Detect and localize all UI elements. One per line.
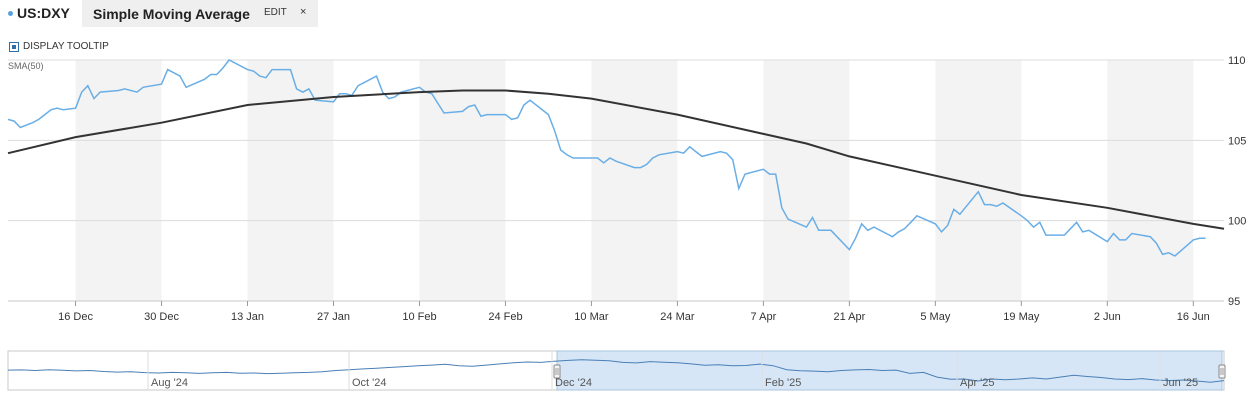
y-tick-label: 110 [1228, 55, 1246, 67]
price-series-line [7, 59, 1206, 257]
x-tick-label: 5 May [920, 311, 950, 323]
week-band [591, 60, 678, 301]
chart-header: US:DXY Simple Moving Average EDIT × [0, 0, 1258, 28]
display-tooltip-toggle[interactable]: DISPLAY TOOLTIP [9, 41, 109, 52]
navigator-series-line [7, 359, 1225, 383]
navigator-label: Oct '24 [352, 377, 387, 389]
grid-lines [8, 59, 1224, 302]
remove-study-button[interactable]: × [300, 6, 307, 18]
x-tick-label: 21 Apr [833, 311, 865, 323]
navigator-label: Jun '25 [1163, 377, 1198, 389]
x-tick-label: 7 Apr [751, 311, 777, 323]
x-tick-label: 10 Feb [402, 311, 436, 323]
week-band [75, 60, 162, 301]
x-tick-label: 16 Jun [1177, 311, 1210, 323]
week-band [935, 60, 1022, 301]
week-band [763, 60, 850, 301]
main-chart[interactable]: 95 100 105 110 16 Dec 30 Dec 13 Jan 27 Jan 10 F… [0, 0, 1258, 330]
x-axis: 16 Dec 30 Dec 13 Jan 27 Jan 10 Feb 24 Feb 10 M… [58, 301, 1210, 323]
navigator-handle[interactable] [553, 364, 561, 379]
x-tick-label: 30 Dec [144, 311, 179, 323]
x-tick-label: 19 May [1003, 311, 1040, 323]
week-band [419, 60, 506, 301]
x-tick-label: 24 Feb [488, 311, 522, 323]
sma-series-line [7, 89, 1225, 230]
x-tick-label: 13 Jan [231, 311, 264, 323]
study-tab[interactable]: Simple Moving Average EDIT × [82, 0, 318, 27]
x-tick-label: 24 Mar [660, 311, 695, 323]
y-tick-label: 100 [1228, 216, 1246, 228]
symbol-legend: US:DXY [8, 5, 70, 21]
y-tick-label: 105 [1228, 135, 1246, 147]
navigator-handle[interactable] [1218, 364, 1226, 379]
symbol-label: US:DXY [17, 5, 70, 21]
x-tick-label: 2 Jun [1094, 311, 1121, 323]
study-label: SMA(50) [8, 61, 44, 71]
navigator-label: Apr '25 [960, 377, 995, 389]
y-axis: 95 100 105 110 [1228, 55, 1246, 308]
edit-study-button[interactable]: EDIT [264, 7, 287, 18]
week-bands [75, 60, 1194, 301]
x-tick-label: 27 Jan [317, 311, 350, 323]
x-tick-label: 10 Mar [574, 311, 609, 323]
y-tick-label: 95 [1228, 296, 1240, 308]
display-tooltip-label: DISPLAY TOOLTIP [23, 41, 109, 52]
navigator-label: Aug '24 [151, 377, 188, 389]
week-band [1107, 60, 1194, 301]
navigator-label: Dec '24 [555, 377, 592, 389]
navigator-label: Feb '25 [765, 377, 801, 389]
series-dot-icon [8, 10, 13, 16]
study-name: Simple Moving Average [93, 6, 250, 22]
checkbox-icon[interactable] [9, 41, 19, 52]
x-tick-label: 16 Dec [58, 311, 93, 323]
